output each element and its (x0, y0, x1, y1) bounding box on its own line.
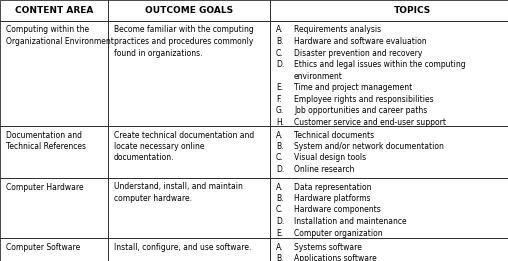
Text: Job opportunities and career paths: Job opportunities and career paths (294, 106, 427, 115)
Text: C.: C. (276, 153, 283, 163)
Text: Technical documents: Technical documents (294, 130, 374, 139)
Bar (0, 126, 108, 178)
Text: OUTCOME GOALS: OUTCOME GOALS (145, 6, 233, 15)
Text: Visual design tools: Visual design tools (294, 153, 366, 163)
Bar (0, 21, 108, 126)
Bar (270, 21, 508, 126)
Text: D.: D. (276, 217, 284, 226)
Text: B.: B. (276, 194, 283, 203)
Text: Technical References: Technical References (6, 142, 86, 151)
Bar (108, 0, 270, 21)
Text: D.: D. (276, 60, 284, 69)
Text: Hardware platforms: Hardware platforms (294, 194, 370, 203)
Text: Customer service and end-user support: Customer service and end-user support (294, 117, 446, 127)
Text: Install, configure, and use software.: Install, configure, and use software. (114, 242, 251, 252)
Text: A.: A. (276, 182, 283, 192)
Text: B.: B. (276, 142, 283, 151)
Text: C.: C. (276, 49, 283, 57)
Bar (270, 178, 508, 238)
Bar (108, 21, 270, 126)
Text: found in organizations.: found in organizations. (114, 49, 203, 57)
Text: Hardware and software evaluation: Hardware and software evaluation (294, 37, 427, 46)
Text: A.: A. (276, 242, 283, 252)
Text: E.: E. (276, 228, 283, 238)
Text: G.: G. (276, 106, 284, 115)
Text: H.: H. (276, 117, 284, 127)
Text: Systems software: Systems software (294, 242, 362, 252)
Text: Understand, install, and maintain: Understand, install, and maintain (114, 182, 243, 192)
Text: System and/or network documentation: System and/or network documentation (294, 142, 444, 151)
Text: B.: B. (276, 37, 283, 46)
Text: F.: F. (276, 94, 281, 104)
Text: Data representation: Data representation (294, 182, 371, 192)
Text: Installation and maintenance: Installation and maintenance (294, 217, 406, 226)
Text: C.: C. (276, 205, 283, 215)
Text: Disaster prevention and recovery: Disaster prevention and recovery (294, 49, 422, 57)
Text: documentation.: documentation. (114, 153, 175, 163)
Text: TOPICS: TOPICS (394, 6, 432, 15)
Text: locate necessary online: locate necessary online (114, 142, 205, 151)
Text: computer hardware.: computer hardware. (114, 194, 192, 203)
Text: Create technical documentation and: Create technical documentation and (114, 130, 254, 139)
Bar (270, 126, 508, 178)
Bar (0, 0, 108, 21)
Text: Employee rights and responsibilities: Employee rights and responsibilities (294, 94, 434, 104)
Text: Computer Hardware: Computer Hardware (6, 182, 84, 192)
Text: Computing within the: Computing within the (6, 26, 89, 34)
Text: Ethics and legal issues within the computing: Ethics and legal issues within the compu… (294, 60, 466, 69)
Bar (270, 0, 508, 21)
Text: Online research: Online research (294, 165, 355, 174)
Text: Time and project management: Time and project management (294, 83, 412, 92)
Text: environment: environment (294, 72, 343, 80)
Bar (0, 238, 108, 261)
Text: A.: A. (276, 26, 283, 34)
Bar (108, 238, 270, 261)
Bar (108, 126, 270, 178)
Bar (0, 178, 108, 238)
Text: Requirements analysis: Requirements analysis (294, 26, 381, 34)
Text: Organizational Environment: Organizational Environment (6, 37, 114, 46)
Text: B.: B. (276, 254, 283, 261)
Text: Applications software: Applications software (294, 254, 377, 261)
Text: Become familiar with the computing: Become familiar with the computing (114, 26, 254, 34)
Text: Computer Software: Computer Software (6, 242, 80, 252)
Text: Hardware components: Hardware components (294, 205, 381, 215)
Text: D.: D. (276, 165, 284, 174)
Bar (270, 238, 508, 261)
Bar (108, 178, 270, 238)
Text: practices and procedures commonly: practices and procedures commonly (114, 37, 253, 46)
Text: Computer organization: Computer organization (294, 228, 383, 238)
Text: E.: E. (276, 83, 283, 92)
Text: Documentation and: Documentation and (6, 130, 82, 139)
Text: A.: A. (276, 130, 283, 139)
Text: CONTENT AREA: CONTENT AREA (15, 6, 93, 15)
